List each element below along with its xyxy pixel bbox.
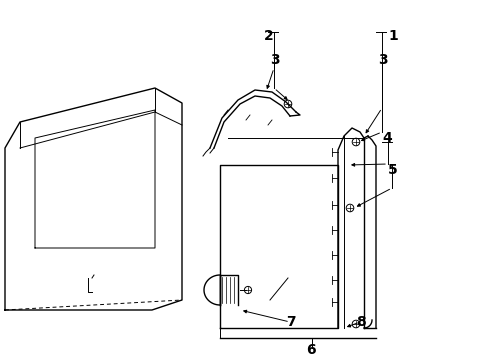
Text: 2: 2 [264, 29, 273, 43]
Text: 3: 3 [377, 53, 387, 67]
Text: 6: 6 [305, 343, 315, 357]
Text: 3: 3 [269, 53, 279, 67]
Text: 4: 4 [381, 131, 391, 145]
Text: 8: 8 [355, 315, 365, 329]
Text: 1: 1 [387, 29, 397, 43]
Text: 7: 7 [285, 315, 295, 329]
Text: 5: 5 [387, 163, 397, 177]
